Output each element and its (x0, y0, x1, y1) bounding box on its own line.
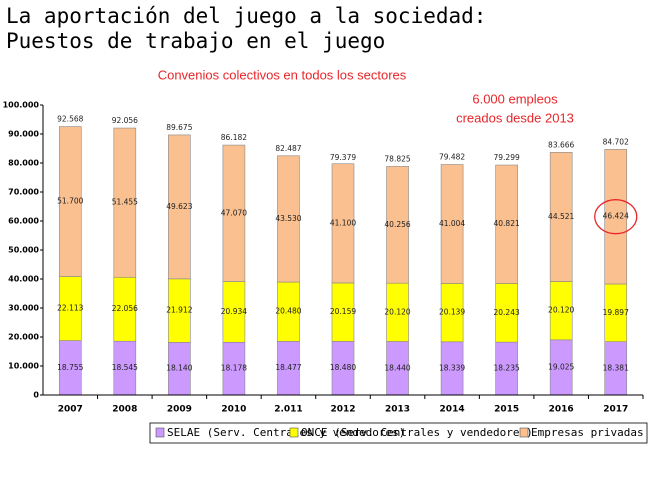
total-label: 92.056 (112, 116, 138, 125)
annotation: 6.000 empleos (472, 91, 558, 106)
bar-segment (168, 134, 191, 280)
bar-segment (440, 164, 464, 284)
x-tick-label: 2015 (494, 405, 519, 415)
legend-box (149, 422, 648, 444)
bar-segment (495, 164, 518, 284)
y-tick-label: 10.000 (8, 362, 39, 371)
value-label: 51.455 (112, 198, 138, 207)
value-label: 41.004 (439, 219, 465, 228)
total-label: 79.299 (494, 153, 520, 162)
legend-swatch (155, 427, 165, 438)
y-tick-label: 30.000 (8, 304, 39, 313)
bar-segment (331, 163, 355, 284)
total-label: 84.702 (603, 137, 629, 146)
y-tick-label: 20.000 (8, 333, 39, 342)
highlight-circle (594, 199, 638, 235)
value-label: 20.120 (548, 306, 574, 315)
x-tick-label: 2012 (330, 405, 355, 415)
value-label: 20.159 (330, 307, 356, 316)
value-label: 41.100 (330, 218, 356, 227)
bar-segment (604, 149, 628, 285)
y-tick-label: 40.000 (8, 275, 39, 284)
legend-label: Empresas privadas (531, 426, 644, 439)
value-label: 47.070 (221, 208, 247, 217)
y-tick-label: 80.000 (8, 159, 39, 168)
value-label: 49.623 (166, 202, 192, 211)
value-label: 18.140 (166, 364, 192, 373)
bar-segment (58, 126, 82, 277)
x-tick-label: 2017 (603, 405, 628, 415)
value-label: 22.113 (57, 304, 83, 313)
value-label: 43.530 (275, 214, 301, 223)
bar-segment (386, 166, 409, 284)
title-line: La aportación del juego a la sociedad: (6, 4, 486, 28)
value-label: 18.235 (494, 364, 520, 373)
value-label: 18.339 (439, 363, 465, 372)
x-tick-label: 2014 (440, 405, 465, 415)
value-label: 18.381 (603, 363, 629, 372)
x-tick-label: 2009 (167, 405, 192, 415)
x-tick-label: 2007 (58, 405, 83, 415)
value-label: 19.897 (603, 308, 629, 317)
value-label: 20.139 (439, 308, 465, 317)
legend-label: ONCE (Serv. Centrales y vendedores) (301, 426, 533, 439)
value-label: 19.025 (548, 362, 574, 371)
y-tick-label: 90.000 (8, 130, 39, 139)
y-tick-label: 50.000 (8, 246, 39, 255)
value-label: 40.256 (384, 220, 410, 229)
total-label: 89.675 (166, 123, 192, 132)
value-label: 20.120 (384, 307, 410, 316)
value-label: 20.934 (221, 307, 247, 316)
y-tick-label: 0 (33, 391, 39, 400)
value-label: 18.480 (330, 363, 356, 372)
value-label: 22.056 (112, 304, 138, 313)
value-label: 18.477 (275, 363, 301, 372)
subtitle: Convenios colectivos en todos los sector… (158, 67, 407, 82)
y-tick-label: 70.000 (8, 188, 39, 197)
value-label: 20.243 (494, 308, 520, 317)
value-label: 21.912 (166, 306, 192, 315)
x-tick-label: 2.011 (274, 405, 302, 415)
value-label: 51.700 (57, 197, 83, 206)
x-tick-label: 2010 (221, 405, 246, 415)
bar-segment (113, 127, 137, 278)
value-label: 18.178 (221, 364, 247, 373)
value-label: 20.480 (275, 307, 301, 316)
total-label: 92.568 (57, 115, 83, 124)
y-tick-label: 100.000 (3, 101, 40, 110)
total-label: 79.482 (439, 153, 465, 162)
x-tick-label: 2008 (112, 405, 137, 415)
value-label: 40.821 (494, 219, 520, 228)
legend-label: SELAE (Serv. Centrales y vendedores) (167, 426, 405, 439)
value-label: 18.440 (384, 363, 410, 372)
bar-segment (549, 152, 573, 282)
bar-segment (277, 155, 300, 283)
value-label: 44.521 (548, 212, 574, 221)
bar-segment (222, 144, 246, 282)
total-label: 78.825 (384, 154, 410, 163)
value-label: 18.755 (57, 363, 83, 372)
total-label: 86.182 (221, 133, 247, 142)
total-label: 83.666 (548, 140, 574, 149)
title-line: Puestos de trabajo en el juego (6, 29, 385, 53)
legend-swatch (289, 427, 299, 438)
value-label: 18.545 (112, 363, 138, 372)
x-tick-label: 2016 (549, 405, 574, 415)
total-label: 79.379 (330, 153, 356, 162)
y-tick-label: 60.000 (8, 217, 39, 226)
x-tick-label: 2013 (385, 405, 410, 415)
value-label: 46.424 (603, 212, 629, 221)
legend-swatch (519, 427, 529, 438)
total-label: 82.487 (275, 144, 301, 153)
annotation: creados desde 2013 (456, 110, 574, 125)
